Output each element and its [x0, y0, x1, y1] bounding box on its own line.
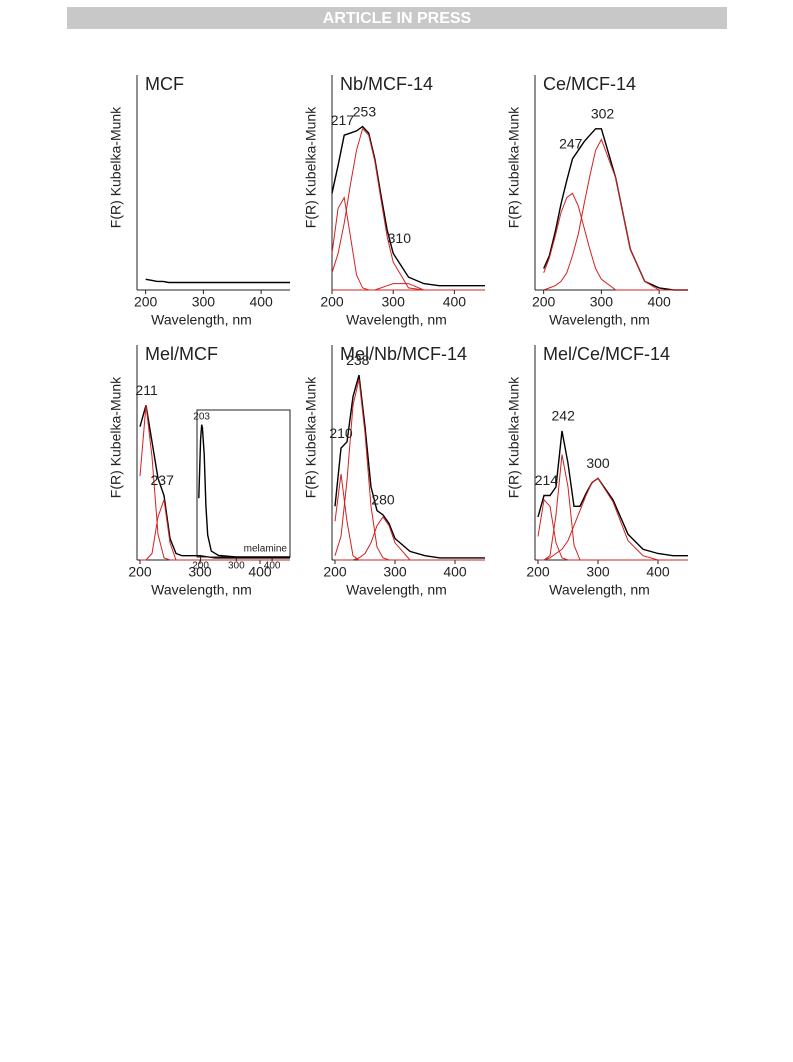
spectrum-line	[140, 499, 290, 561]
spectrum-line	[537, 498, 688, 561]
spectrum-line	[335, 516, 485, 561]
y-axis-label: F(R) Kubelka-Munk	[506, 106, 522, 228]
peak-label: 280	[371, 492, 395, 508]
x-tick-label: 400	[249, 294, 273, 310]
x-tick-label: 200	[128, 564, 152, 580]
panel-title: Mel/Nb/MCF-14	[340, 344, 467, 364]
spectrum-line	[145, 278, 290, 284]
inset-label: melamine	[244, 544, 288, 555]
peak-label: 242	[552, 408, 576, 424]
x-tick-label: 400	[264, 561, 281, 572]
peak-label: 203	[193, 411, 210, 422]
y-axis-label: F(R) Kubelka-Munk	[108, 376, 124, 498]
spectrum-line	[139, 405, 290, 559]
x-tick-label: 200	[192, 561, 209, 572]
inset-frame	[196, 409, 291, 558]
y-axis-label: F(R) Kubelka-Munk	[303, 376, 319, 498]
x-tick-label: 300	[586, 564, 610, 580]
header-text: ARTICLE IN PRESS	[323, 10, 472, 27]
peak-label: 237	[151, 472, 175, 488]
panel-title: MCF	[145, 74, 184, 94]
spectrum-line	[198, 424, 290, 558]
x-axis-label: Wavelength, nm	[151, 582, 252, 598]
peak-label: 302	[591, 105, 615, 121]
x-tick-label: 400	[647, 294, 671, 310]
x-axis-label: Wavelength, nm	[549, 582, 650, 598]
peak-label: 253	[353, 103, 377, 119]
x-tick-label: 400	[443, 294, 467, 310]
x-tick-label: 200	[320, 294, 344, 310]
x-tick-label: 400	[248, 564, 272, 580]
y-axis-label: F(R) Kubelka-Munk	[506, 376, 522, 498]
peak-label: 300	[586, 455, 610, 471]
peak-label: 247	[559, 136, 583, 152]
spectrum-line	[537, 430, 688, 557]
x-axis-label: Wavelength, nm	[151, 312, 252, 328]
y-axis-label: F(R) Kubelka-Munk	[108, 106, 124, 228]
peak-label: 310	[388, 230, 412, 246]
panel-title: Mel/Ce/MCF-14	[543, 344, 670, 364]
spectrum-line	[543, 128, 688, 291]
peak-label: 210	[329, 425, 353, 441]
peak-label: 214	[535, 472, 559, 488]
spectrum-line	[538, 477, 688, 561]
peak-label: 211	[135, 382, 158, 398]
peak-label: 238	[346, 352, 370, 368]
x-tick-label: 400	[646, 564, 670, 580]
spectrum-line	[331, 125, 485, 287]
y-axis-label: F(R) Kubelka-Munk	[303, 106, 319, 228]
x-axis-label: Wavelength, nm	[346, 312, 447, 328]
x-tick-label: 200	[532, 294, 556, 310]
panel-title: Ce/MCF-14	[543, 74, 636, 94]
x-tick-label: 300	[228, 561, 245, 572]
x-tick-label: 400	[443, 564, 467, 580]
x-tick-label: 300	[383, 564, 407, 580]
x-tick-label: 200	[134, 294, 158, 310]
x-tick-label: 200	[526, 564, 550, 580]
peak-label: 217	[331, 112, 355, 128]
x-tick-label: 300	[188, 564, 212, 580]
spectrum-line	[334, 379, 485, 561]
panel-title: Nb/MCF-14	[340, 74, 433, 94]
x-tick-label: 200	[323, 564, 347, 580]
spectrum-line	[543, 192, 688, 291]
spectrum-line	[538, 454, 688, 561]
spectrum-line	[332, 283, 485, 291]
x-axis-label: Wavelength, nm	[346, 582, 447, 598]
x-tick-label: 300	[590, 294, 614, 310]
x-tick-label: 300	[382, 294, 406, 310]
spectrum-line	[543, 138, 688, 291]
header-bar	[67, 7, 727, 29]
spectrum-line	[334, 374, 485, 559]
panel-title: Mel/MCF	[145, 344, 218, 364]
x-axis-label: Wavelength, nm	[549, 312, 650, 328]
x-tick-label: 300	[192, 294, 216, 310]
spectrum-line	[334, 473, 485, 561]
